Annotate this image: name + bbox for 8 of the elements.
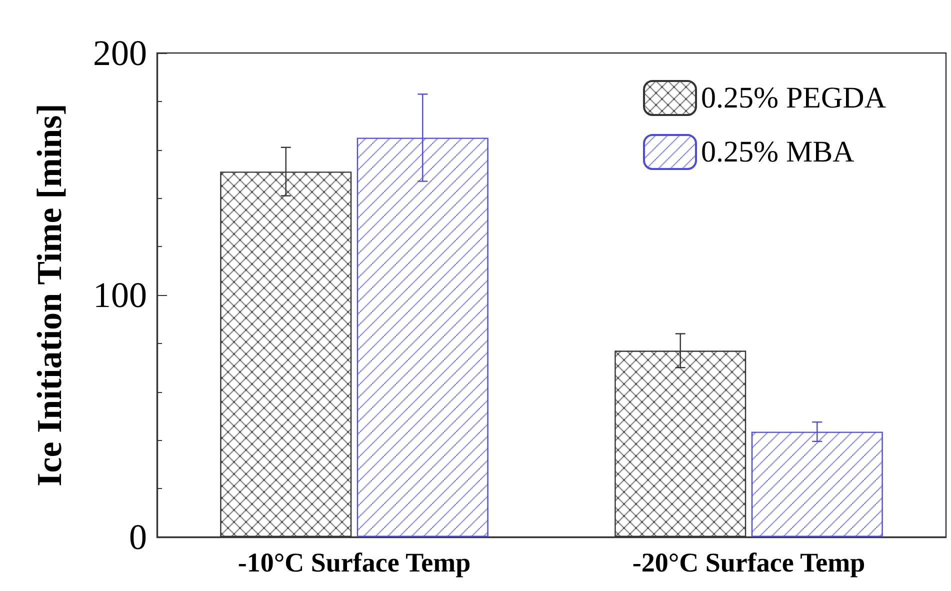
y-tick-label: 200 [93,33,147,73]
y-tick-label: 100 [93,275,147,315]
y-axis-title: Ice Initiation Time [mins] [30,104,69,486]
x-tick-label: -20°C Surface Temp [632,548,866,578]
legend-label: 0.25% PEGDA [701,82,886,114]
legend-label: 0.25% MBA [701,136,855,168]
x-tick-label: -10°C Surface Temp [238,548,471,578]
y-tick-label: 0 [129,517,147,557]
